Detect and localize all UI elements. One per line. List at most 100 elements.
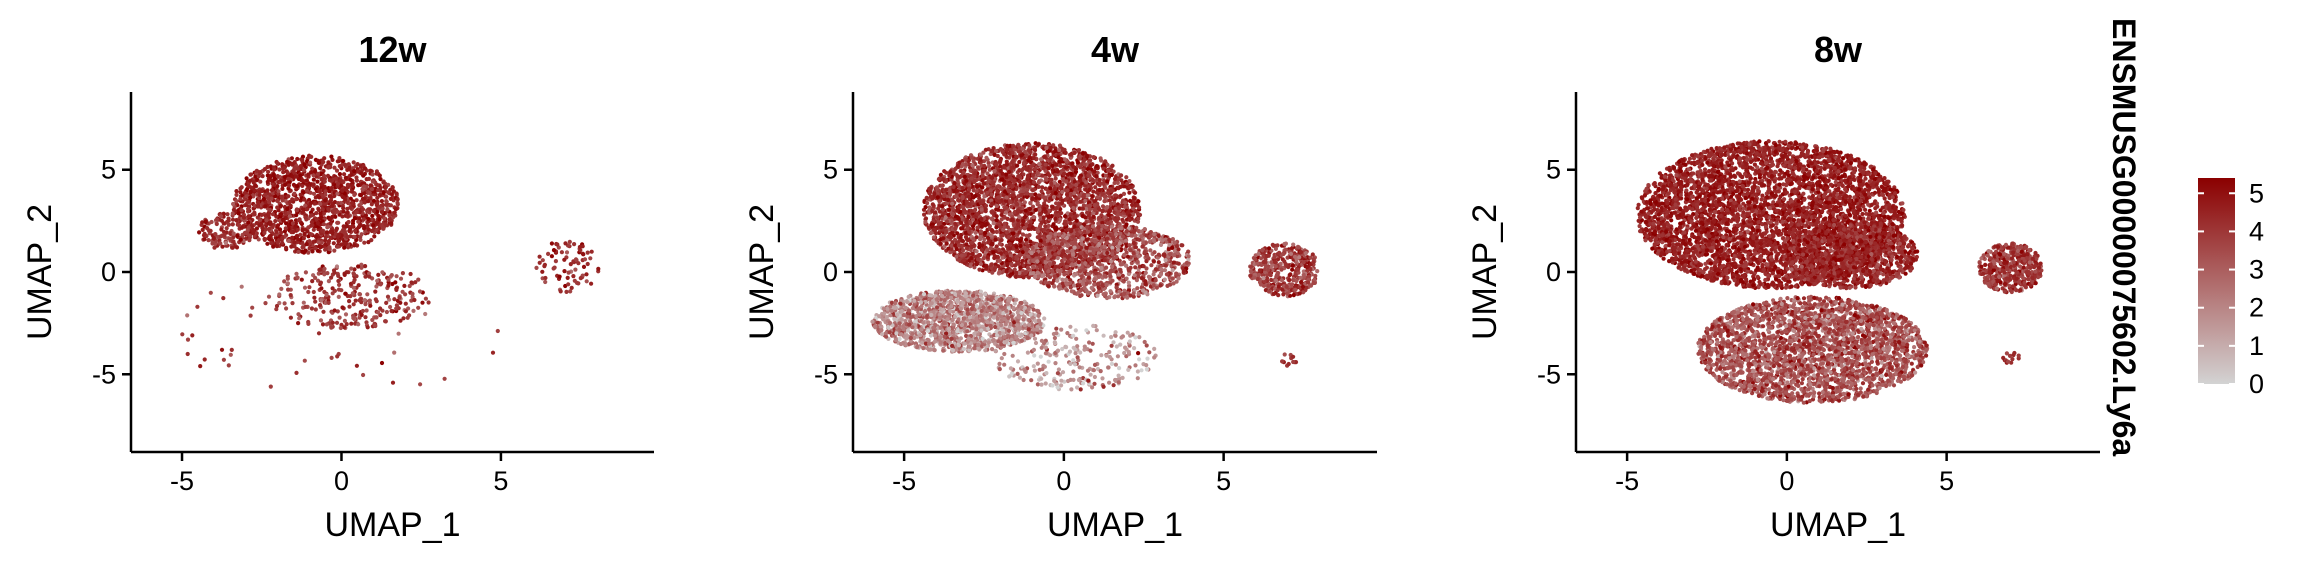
data-point <box>1123 200 1128 205</box>
data-point <box>495 328 500 334</box>
data-point <box>335 209 340 214</box>
data-point <box>981 256 987 261</box>
data-point <box>998 158 1003 163</box>
data-point <box>969 155 974 160</box>
data-point <box>283 182 288 187</box>
data-point <box>241 215 247 220</box>
data-point <box>268 220 273 225</box>
data-point <box>268 174 273 179</box>
data-point <box>296 321 301 326</box>
data-point <box>972 179 977 184</box>
data-point <box>334 228 339 233</box>
data-point <box>282 301 287 306</box>
data-point <box>1046 190 1051 195</box>
data-point <box>296 249 301 254</box>
data-point <box>1017 179 1022 184</box>
data-point <box>1056 148 1062 153</box>
data-point <box>381 180 386 185</box>
data-point <box>356 183 361 188</box>
data-point <box>565 275 570 280</box>
data-point <box>377 204 382 209</box>
data-point <box>410 291 415 296</box>
data-point <box>219 214 224 219</box>
data-point <box>1008 246 1013 251</box>
data-point <box>1094 174 1099 179</box>
data-point <box>286 194 291 199</box>
data-point <box>336 220 341 225</box>
data-point <box>286 183 292 188</box>
data-point <box>392 297 397 302</box>
data-point <box>395 197 400 202</box>
data-point <box>256 174 261 179</box>
data-point <box>923 205 928 210</box>
data-point <box>343 312 349 317</box>
data-point <box>316 240 321 245</box>
data-point <box>572 242 577 247</box>
data-point <box>1022 215 1027 220</box>
data-point <box>330 291 335 296</box>
data-point <box>1031 215 1036 220</box>
data-point <box>254 168 259 173</box>
data-point <box>392 210 397 215</box>
data-point <box>1083 187 1089 192</box>
panel-title: 12w <box>358 29 427 70</box>
data-point <box>1093 185 1098 190</box>
data-point <box>564 289 569 294</box>
data-point <box>329 325 334 330</box>
data-point <box>946 197 951 202</box>
data-point <box>1116 205 1121 210</box>
data-point <box>290 221 295 226</box>
data-point <box>308 190 313 195</box>
data-point <box>309 154 314 159</box>
data-point <box>290 301 295 306</box>
data-point <box>341 209 346 214</box>
data-point <box>302 358 307 363</box>
data-point <box>367 298 372 303</box>
data-point <box>926 225 931 230</box>
data-point <box>286 176 291 181</box>
data-point <box>985 190 990 195</box>
data-point <box>264 218 269 223</box>
data-point <box>1010 150 1015 155</box>
data-point <box>936 206 941 211</box>
data-point <box>1106 212 1111 217</box>
data-point <box>330 286 335 291</box>
data-point <box>997 269 1002 274</box>
data-point <box>573 267 578 272</box>
data-point <box>246 199 251 204</box>
data-point <box>326 241 331 246</box>
data-point <box>265 241 270 246</box>
data-point <box>277 167 282 172</box>
data-point <box>337 172 342 177</box>
data-point <box>944 187 949 192</box>
data-point <box>1100 208 1105 213</box>
data-point <box>1023 149 1028 155</box>
data-point <box>1081 193 1087 198</box>
data-point <box>210 241 215 246</box>
data-point <box>362 226 367 231</box>
data-point <box>354 210 359 215</box>
data-point <box>1021 263 1026 268</box>
data-point <box>311 177 316 182</box>
data-point <box>418 382 423 387</box>
data-point <box>292 165 297 170</box>
data-point <box>944 241 949 246</box>
data-point <box>328 221 333 226</box>
data-point <box>389 273 394 278</box>
data-point <box>226 363 231 368</box>
data-point <box>272 167 277 172</box>
data-point <box>368 183 373 188</box>
data-point <box>263 192 268 197</box>
data-point <box>1004 230 1010 235</box>
data-point <box>307 204 312 209</box>
data-point <box>1019 192 1024 198</box>
data-point <box>367 190 372 195</box>
data-point <box>1080 151 1085 156</box>
data-point <box>932 228 938 233</box>
data-point <box>286 238 291 243</box>
data-point <box>309 220 314 225</box>
data-point <box>398 276 404 281</box>
data-point <box>1074 182 1079 187</box>
data-point <box>247 238 252 243</box>
data-point <box>1021 275 1026 280</box>
